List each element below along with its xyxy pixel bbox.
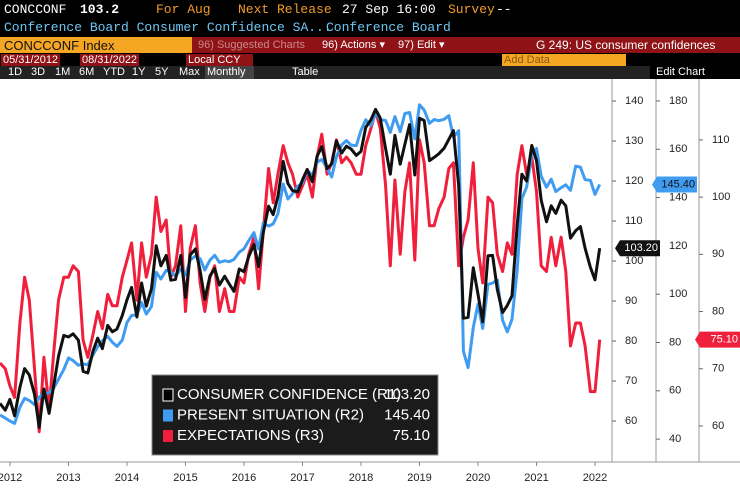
last-value-label: 75.10 — [710, 333, 738, 345]
end-date[interactable]: 08/31/2022 — [80, 54, 140, 67]
x-tick-label: 2017 — [290, 472, 314, 484]
x-tick-label: 2013 — [56, 472, 80, 484]
edit-chart[interactable]: Edit Chart — [656, 66, 705, 78]
currency[interactable]: Local CCY — [186, 54, 253, 67]
x-tick-label: 2018 — [349, 472, 373, 484]
y-tick-label: 160 — [669, 143, 687, 155]
legend-value: 75.10 — [392, 427, 430, 444]
series-line — [0, 109, 602, 434]
legend-label: EXPECTATIONS (R3) — [177, 427, 324, 444]
range-button[interactable]: 1D — [8, 66, 23, 78]
range-bar — [0, 66, 650, 79]
y-tick-label: 140 — [669, 191, 687, 203]
last-value-tag — [652, 176, 697, 193]
range-button[interactable]: 5Y — [155, 66, 169, 78]
legend-swatch — [163, 409, 173, 422]
range-button[interactable]: Max — [179, 66, 200, 78]
y-tick-label: 90 — [712, 248, 724, 260]
y-tick-label: 100 — [669, 288, 687, 300]
x-tick-label: 2020 — [466, 472, 490, 484]
y-tick-label: 60 — [625, 415, 637, 427]
x-tick-label: 2015 — [173, 472, 197, 484]
description: Conference Board Consumer Confidence SA.… — [4, 20, 332, 35]
x-tick-label: 2016 — [232, 472, 256, 484]
next-release: 27 Sep 16:00 — [342, 2, 436, 17]
range-button[interactable]: 1M — [55, 66, 71, 78]
x-tick-label: 2012 — [0, 472, 22, 484]
y-tick-label: 70 — [712, 363, 724, 375]
edit[interactable]: 97) Edit ▾ — [398, 39, 445, 51]
chart-name: G 249: US consumer confidences — [536, 38, 716, 52]
y-tick-label: 80 — [625, 335, 637, 347]
range-button[interactable]: 6M — [79, 66, 95, 78]
range-button[interactable]: YTD — [103, 66, 125, 78]
y-tick-label: 100 — [625, 255, 643, 267]
x-tick-label: 2021 — [524, 472, 548, 484]
legend-box — [151, 374, 439, 456]
range-button[interactable]: 3D — [31, 66, 46, 78]
x-tick-label: 2014 — [115, 472, 139, 484]
y-tick-label: 40 — [669, 433, 681, 445]
add-data[interactable]: Add Data — [502, 54, 626, 67]
y-tick-label: 60 — [669, 385, 681, 397]
legend-swatch — [163, 430, 173, 442]
y-tick-label: 130 — [625, 135, 643, 147]
y-tick-label: 110 — [712, 134, 730, 146]
chart: 60 70 80 90 100 110 120 130 140 40 60 80 100 120 140 16… — [0, 79, 740, 488]
y-tick-label: 110 — [625, 215, 643, 227]
series-line — [0, 107, 602, 429]
legend-label: CONSUMER CONFIDENCE (R1) — [177, 386, 401, 403]
y-tick-label: 80 — [712, 305, 724, 317]
start-date[interactable]: 05/31/2012 — [1, 54, 61, 67]
toolbar-bar — [192, 37, 740, 53]
next-release-label: Next Release — [238, 2, 332, 17]
security[interactable]: CONCCONF Index — [4, 38, 115, 53]
period: For Aug — [156, 2, 211, 17]
legend-value: 103.20 — [384, 386, 430, 403]
y-tick-label: 120 — [625, 175, 643, 187]
ticker: CONCCONF — [4, 2, 67, 17]
y-tick-label: 100 — [712, 191, 730, 203]
y-tick-label: 80 — [669, 336, 681, 348]
frequency[interactable]: Monthly — [205, 66, 254, 79]
security-box[interactable] — [0, 37, 192, 53]
suggested-charts[interactable]: 96) Suggested Charts — [198, 39, 306, 51]
x-tick-label: 2019 — [407, 472, 431, 484]
legend-swatch — [162, 388, 174, 402]
legend-value: 145.40 — [384, 406, 430, 423]
y-tick-label: 60 — [712, 420, 724, 432]
legend-label: PRESENT SITUATION (R2) — [177, 406, 364, 423]
last-value-tag — [615, 240, 660, 257]
table[interactable]: Table — [292, 66, 319, 78]
survey: -- — [496, 2, 512, 17]
last-value: 103.2 — [80, 2, 120, 17]
x-tick-label: 2022 — [583, 472, 607, 484]
y-tick-label: 140 — [625, 95, 643, 107]
actions[interactable]: 96) Actions ▾ — [322, 39, 385, 51]
y-tick-label: 90 — [625, 295, 637, 307]
y-tick-label: 70 — [625, 375, 637, 387]
range-button[interactable]: 1Y — [132, 66, 146, 78]
last-value-label: 103.20 — [624, 242, 658, 254]
survey-label: Survey — [448, 2, 495, 17]
last-value-label: 145.40 — [661, 178, 695, 190]
source: Conference Board — [326, 20, 451, 35]
y-tick-label: 180 — [669, 95, 687, 107]
y-tick-label: 120 — [669, 240, 687, 252]
last-value-tag — [695, 331, 740, 348]
